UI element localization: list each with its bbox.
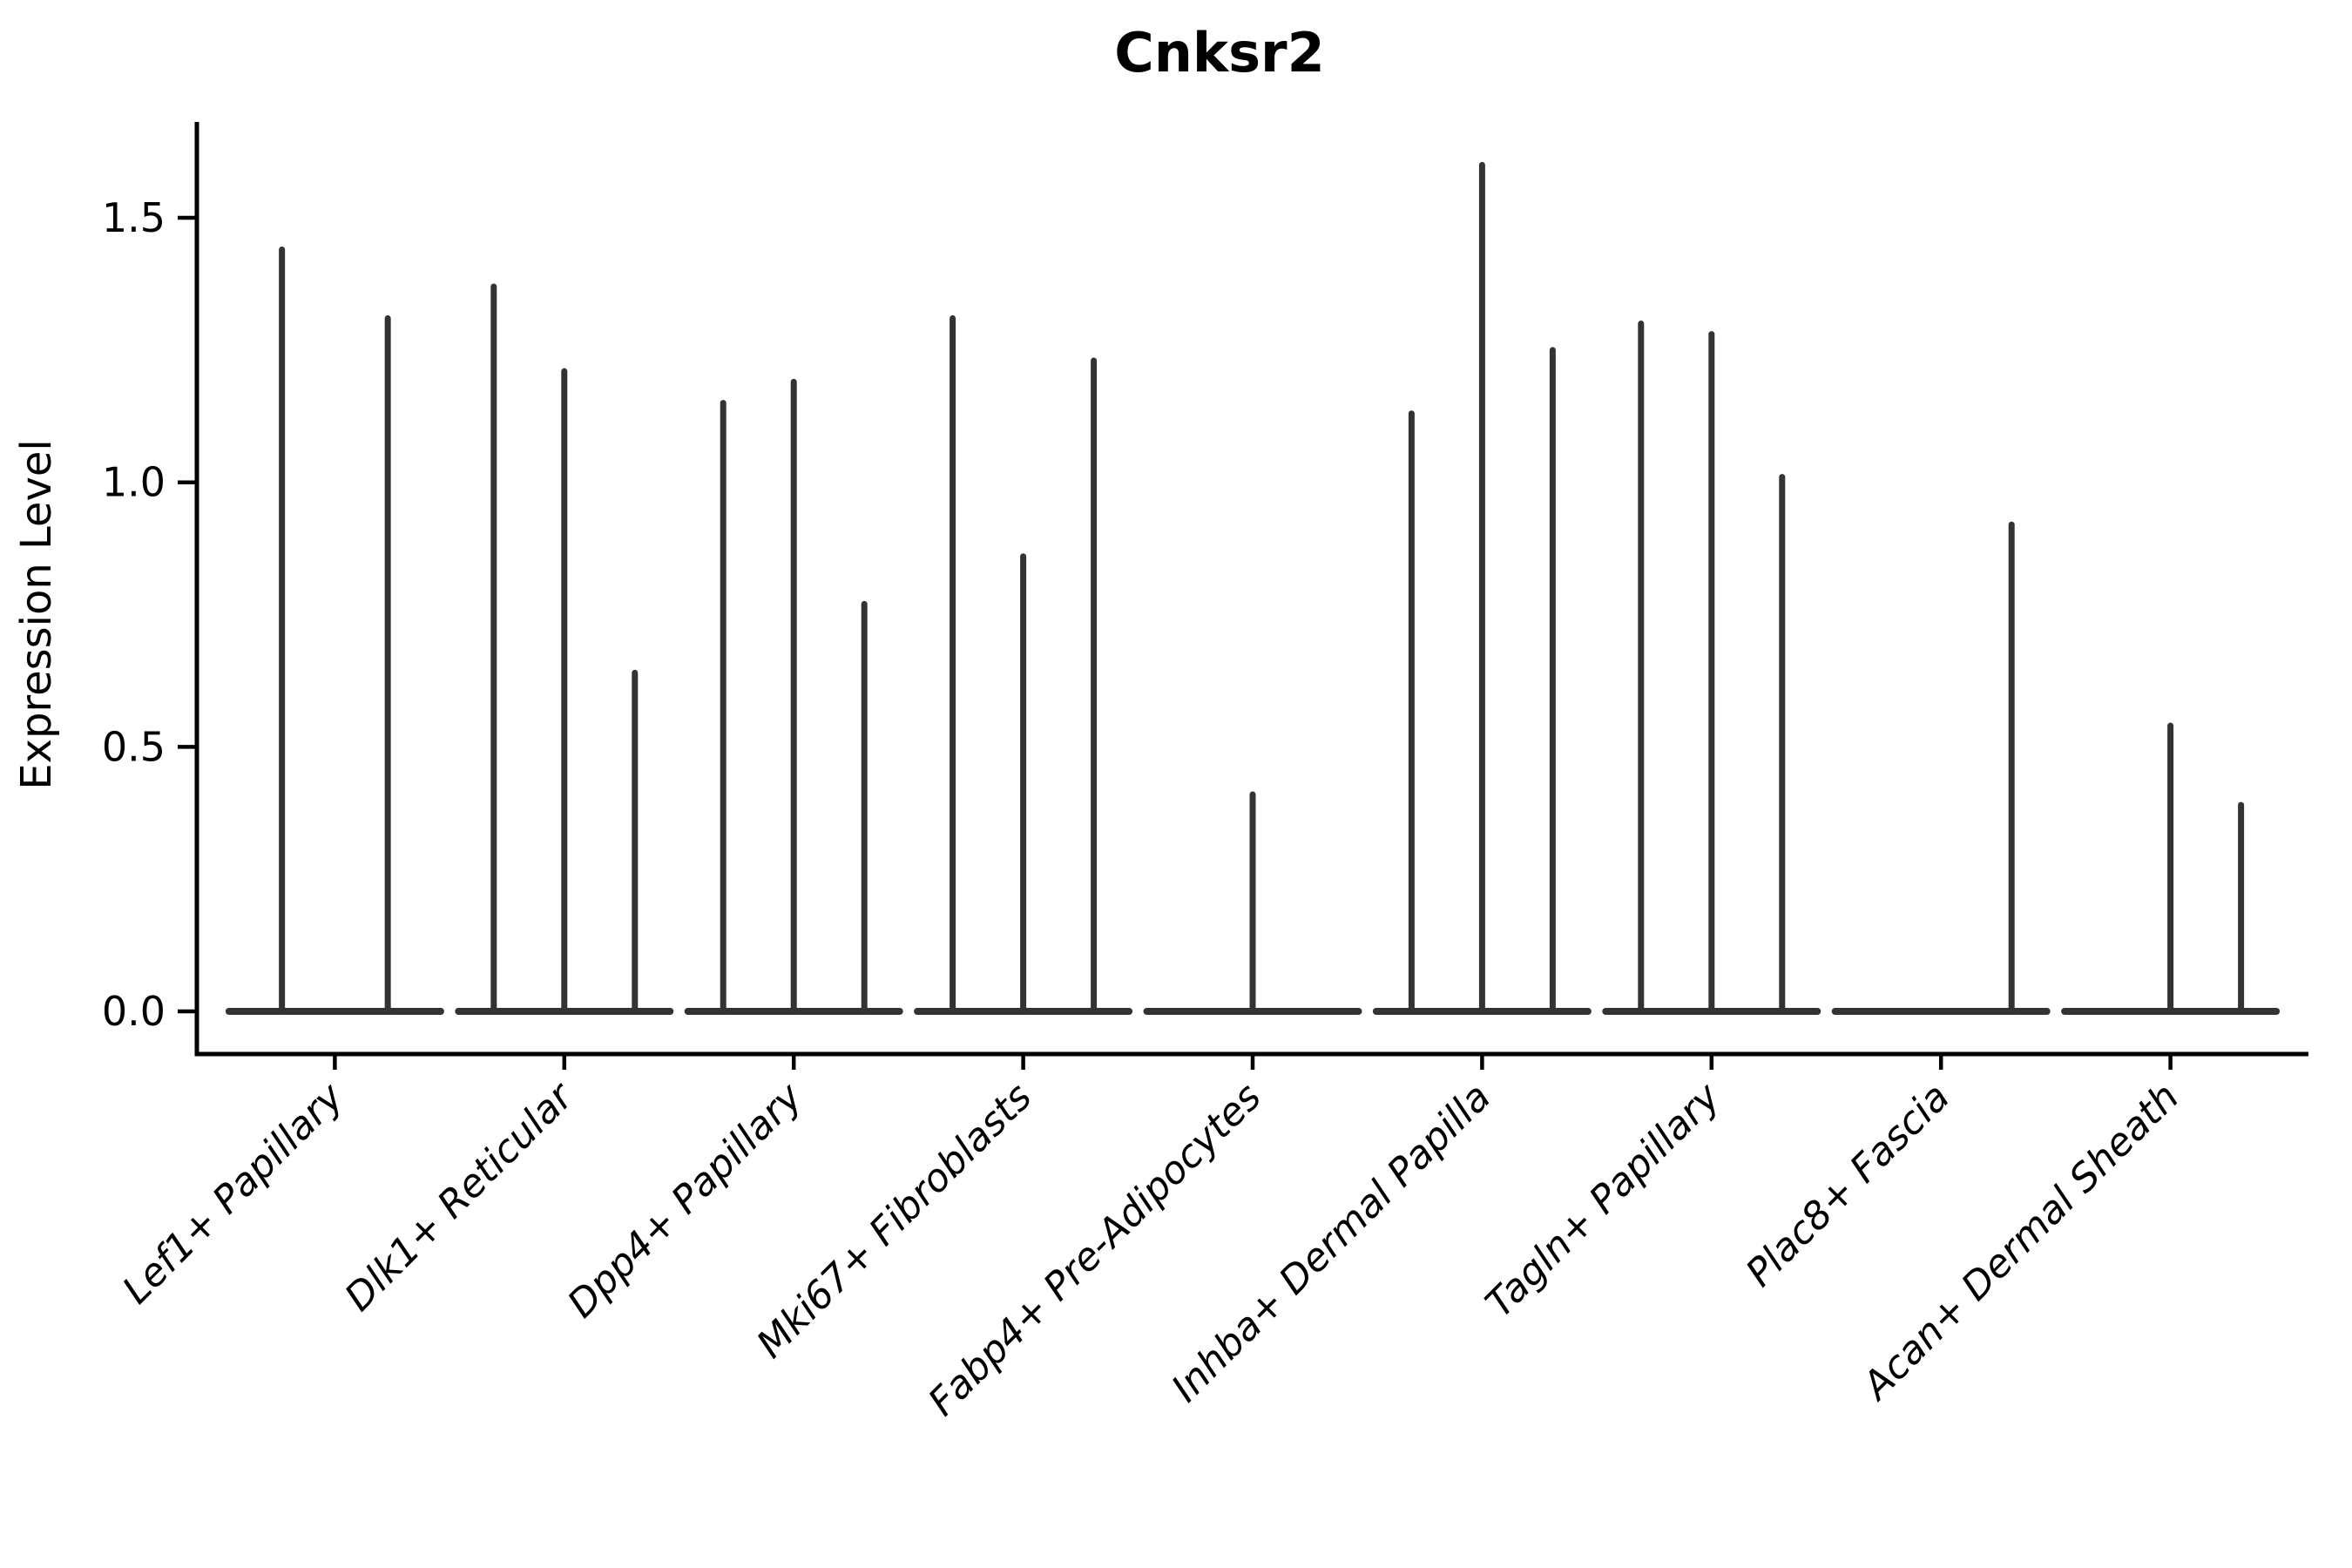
y-tick-label: 1.0 [102,459,166,506]
chart-title: Cnksr2 [1114,21,1325,84]
y-axis-label: Expression Level [12,439,61,790]
y-tick-label: 1.5 [102,194,166,241]
y-tick-label: 0.0 [102,988,166,1035]
x-tick-label: Dlk1+ Reticular [336,1073,583,1320]
x-tick-label: Dpp4+ Papillary [559,1074,812,1327]
x-tick-label: Tagln+ Papillary [1477,1074,1729,1326]
x-tick-label: Lef1+ Papillary [114,1074,353,1313]
y-tick-label: 0.5 [102,723,166,770]
x-tick-label: Plac8+ Fascia [1738,1075,1958,1295]
